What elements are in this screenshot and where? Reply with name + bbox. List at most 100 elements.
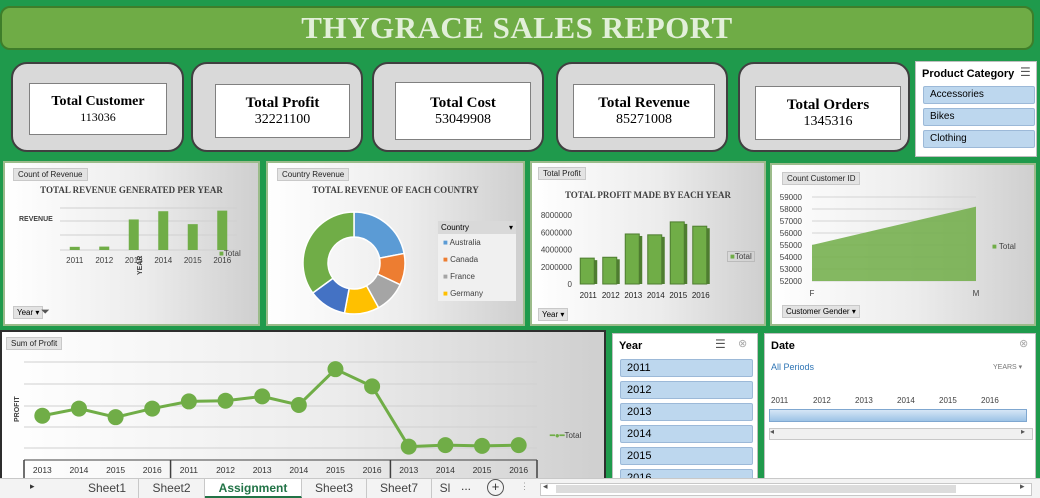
pie-slice <box>302 211 355 295</box>
tab-truncated[interactable]: Sl <box>439 481 451 495</box>
timeline-scrollbar[interactable] <box>769 428 1033 440</box>
legend-entry: ■Total <box>219 249 241 258</box>
bar <box>128 219 139 250</box>
year-filter-button[interactable]: Year ▾ <box>538 308 569 321</box>
chart-plot: 2013 2014 2015 2016 2011 2012 2013 2014 2015 2016… <box>23 361 538 478</box>
tab-sheet3[interactable]: Sheet3 <box>302 479 367 498</box>
multi-select-icon[interactable]: ☰ <box>715 337 726 351</box>
slicer-item-clothing[interactable]: Clothing <box>923 130 1035 148</box>
legend-label: Australia <box>449 238 481 247</box>
scrollbar-thumb[interactable] <box>556 485 956 493</box>
add-sheet-icon[interactable]: + <box>487 479 504 496</box>
chart-title: TOTAL REVENUE GENERATED PER YEAR <box>40 185 223 195</box>
x-tick-label: 2013 <box>624 291 642 300</box>
scroll-left-icon[interactable]: ◂ <box>770 427 775 436</box>
kpi-label: Total Profit <box>245 94 320 111</box>
y-tick-label: 53000 <box>780 265 803 274</box>
x-tick-label: 2015 <box>106 465 125 475</box>
slicer-item-2014[interactable]: 2014 <box>620 425 753 443</box>
kpi-label: Total Revenue <box>598 94 690 111</box>
clear-filter-icon[interactable]: ⊗ <box>738 338 748 350</box>
chart-field-tag[interactable]: Country Revenue <box>277 168 350 181</box>
y-tick-label: 6000000 <box>541 228 573 237</box>
country-filter-button[interactable]: Country ▾ <box>438 221 516 234</box>
slicer-item-2013[interactable]: 2013 <box>620 403 753 421</box>
data-point <box>510 437 527 454</box>
kpi-label: Total Orders <box>786 96 870 113</box>
profit-line <box>42 367 519 449</box>
date-timeline[interactable]: Date ⊗ All Periods YEARS ▾ 2011 2012 201… <box>764 333 1036 480</box>
tab-assignment[interactable]: Assignment <box>205 479 302 498</box>
country-revenue-chart[interactable]: Country Revenue TOTAL REVENUE OF EACH CO… <box>266 161 525 326</box>
report-title: THYGRACE SALES REPORT <box>301 10 733 45</box>
kpi-value: 1345316 <box>803 113 853 129</box>
year-filter-button[interactable]: Year ▾ <box>13 306 44 319</box>
data-point <box>290 397 307 413</box>
chart-title: TOTAL PROFIT MADE BY EACH YEAR <box>564 190 732 200</box>
data-point <box>364 378 381 395</box>
kpi-box: Total Customer 113036 <box>29 83 167 135</box>
x-tick-label: 2011 <box>180 465 199 475</box>
scroll-left-icon[interactable]: ◂ <box>543 481 548 491</box>
product-category-slicer[interactable]: Product Category ☰ Accessories Bikes Clo… <box>915 61 1037 157</box>
x-tick-label: 2014 <box>154 256 172 265</box>
chart-field-tag[interactable]: Sum of Profit <box>6 337 63 350</box>
legend-label: Germany <box>450 289 483 298</box>
chart-title: TOTAL REVENUE OF EACH COUNTRY <box>312 185 479 195</box>
slicer-item-2011[interactable]: 2011 <box>620 359 753 377</box>
x-tick-label: 2014 <box>70 465 89 475</box>
tab-sheet1[interactable]: Sheet1 <box>76 479 139 498</box>
slicer-item-2015[interactable]: 2015 <box>620 447 753 465</box>
x-tick-label: 2016 <box>509 465 528 475</box>
time-unit-dropdown[interactable]: YEARS ▾ <box>993 364 1023 371</box>
sum-of-profit-chart[interactable]: Sum of Profit PROFIT 2013 2014 2015 2016 201… <box>0 330 606 480</box>
x-tick-label: 2013 <box>253 465 272 475</box>
tab-bar-menu-icon[interactable]: ⋮ <box>520 481 529 491</box>
timeline-selection-bar[interactable] <box>769 409 1027 422</box>
kpi-value: 32221100 <box>254 111 311 127</box>
kpi-card-total-orders: Total Orders 1345316 <box>738 62 910 152</box>
filter-label: Year <box>542 310 559 319</box>
bar <box>692 225 708 285</box>
period-label: All Periods <box>771 362 815 372</box>
x-tick-label: 2013 <box>399 465 418 475</box>
gender-filter-button[interactable]: Customer Gender ▾ <box>782 305 860 318</box>
tab-sheet7[interactable]: Sheet7 <box>367 479 432 498</box>
customer-gender-chart[interactable]: Count Customer ID 59000 58000 57000 56000 55… <box>770 163 1036 326</box>
legend-item-france: ■ France <box>443 272 475 281</box>
kpi-box: Total Cost 53049908 <box>395 82 531 140</box>
bar-side <box>684 223 688 284</box>
tab-sheet2[interactable]: Sheet2 <box>139 479 205 498</box>
more-tabs[interactable]: ... <box>461 479 472 493</box>
chart-field-tag[interactable]: Count Customer ID <box>782 172 861 185</box>
multi-select-icon[interactable]: ☰ <box>1020 65 1031 79</box>
year-slicer[interactable]: Year ☰ ⊗ 2011 2012 2013 2014 2015 2016 <box>612 333 758 480</box>
data-point <box>34 407 51 424</box>
scroll-tabs-right-icon[interactable]: ▸ <box>30 481 35 491</box>
chart-field-tag[interactable]: Count of Revenue <box>13 168 88 181</box>
kpi-value: 85271008 <box>616 111 672 127</box>
bar <box>669 221 685 285</box>
x-tick-label: 2014 <box>289 465 308 475</box>
legend-label: Canada <box>450 255 479 264</box>
profit-per-year-chart[interactable]: Total Profit TOTAL PROFIT MADE BY EACH Y… <box>530 161 766 326</box>
slicer-item-bikes[interactable]: Bikes <box>923 108 1035 126</box>
chart-field-tag[interactable]: Total Profit <box>538 167 586 180</box>
y-tick-label: 0 <box>568 280 573 289</box>
kpi-label: Total Cost <box>430 94 496 111</box>
slicer-item-2016[interactable]: 2016 <box>620 469 753 479</box>
clear-filter-icon[interactable]: ⊗ <box>1019 338 1029 350</box>
scroll-right-icon[interactable]: ▸ <box>1021 427 1026 436</box>
kpi-box: Total Profit 32221100 <box>215 84 350 138</box>
slicer-item-accessories[interactable]: Accessories <box>923 86 1035 104</box>
revenue-per-year-chart[interactable]: Count of Revenue TOTAL REVENUE GENERATED… <box>3 161 260 326</box>
slicer-item-2012[interactable]: 2012 <box>620 381 753 399</box>
scroll-right-icon[interactable]: ▸ <box>1020 481 1025 491</box>
data-point <box>327 361 344 378</box>
timeline-title: Date <box>771 340 795 352</box>
data-point <box>437 437 454 454</box>
timeline-year: 2012 <box>813 396 831 405</box>
data-point <box>180 393 197 410</box>
legend-label: Total <box>734 252 752 261</box>
x-axis-label: YEAR <box>137 255 144 275</box>
